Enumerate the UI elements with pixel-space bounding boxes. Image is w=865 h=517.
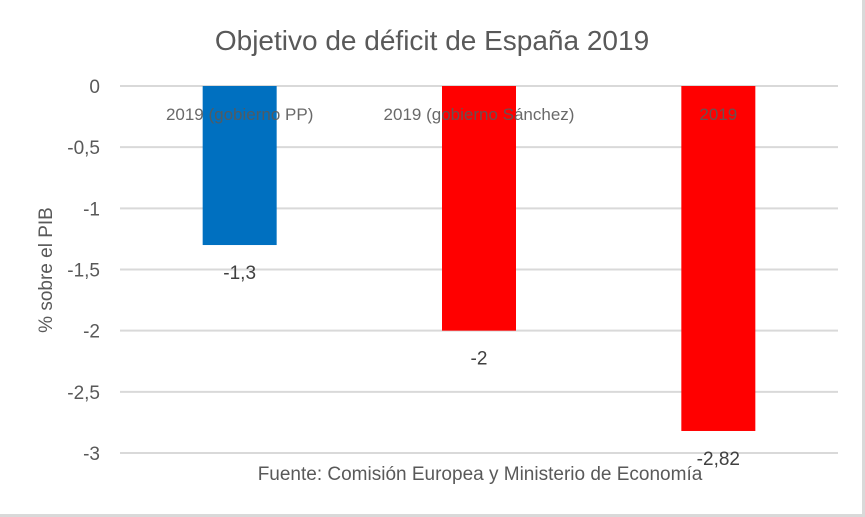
y-tick-label: 0 <box>89 77 100 98</box>
y-tick-label: -2,5 <box>67 383 100 404</box>
y-tick-label: -1 <box>83 199 100 220</box>
category-label: 2019 (gobierno PP) <box>166 105 313 124</box>
data-label: -1,3 <box>223 263 256 284</box>
y-tick-label: -0,5 <box>67 138 100 159</box>
category-label: 2019 <box>699 105 737 124</box>
y-tick-label: -3 <box>83 444 100 465</box>
y-tick-label: -1,5 <box>67 261 100 282</box>
y-axis-label: % sobre el PIB <box>36 207 57 333</box>
y-tick-label: -2 <box>83 322 100 343</box>
data-label: -2 <box>471 349 488 370</box>
category-label: 2019 (gobierno Sánchez) <box>384 105 575 124</box>
bar <box>442 86 516 331</box>
chart-title: Objetivo de déficit de España 2019 <box>215 25 649 56</box>
bar <box>681 86 756 431</box>
bar <box>202 86 277 246</box>
data-label: -2,82 <box>697 449 740 470</box>
source-annotation: Fuente: Comisión Europea y Ministerio de… <box>258 464 703 485</box>
